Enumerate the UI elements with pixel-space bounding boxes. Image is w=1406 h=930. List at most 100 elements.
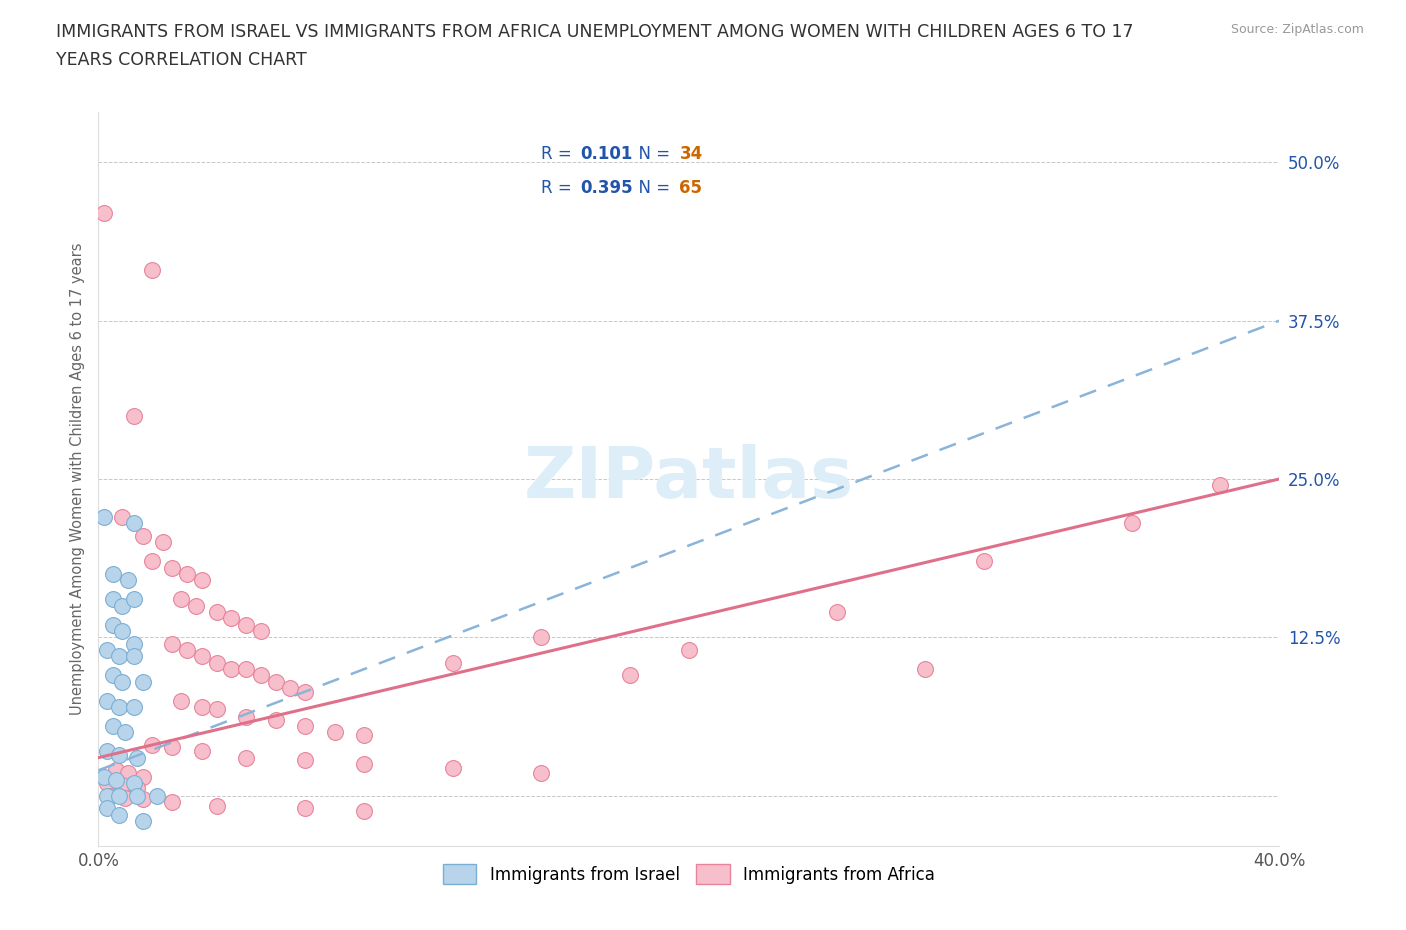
Point xyxy=(619,668,641,683)
Point xyxy=(825,604,848,619)
Point xyxy=(103,618,125,632)
Point xyxy=(93,769,115,784)
Point xyxy=(117,573,139,588)
Point xyxy=(114,724,136,739)
Point xyxy=(122,699,145,714)
Point xyxy=(205,656,228,671)
Y-axis label: Unemployment Among Women with Children Ages 6 to 17 years: Unemployment Among Women with Children A… xyxy=(69,243,84,715)
Point xyxy=(235,710,257,724)
Point xyxy=(191,744,214,759)
Point xyxy=(132,769,155,784)
Point xyxy=(162,740,183,755)
Text: YEARS CORRELATION CHART: YEARS CORRELATION CHART xyxy=(56,51,307,69)
Point xyxy=(111,510,134,525)
Point xyxy=(122,408,145,423)
Point xyxy=(162,560,183,575)
Point xyxy=(176,643,198,658)
Point xyxy=(111,674,134,689)
Text: 34: 34 xyxy=(679,145,703,163)
Point xyxy=(125,789,148,804)
Point xyxy=(191,649,214,664)
Point xyxy=(235,618,257,632)
Point xyxy=(250,668,273,683)
Point xyxy=(122,591,145,606)
Point xyxy=(294,801,316,816)
Point xyxy=(146,789,169,804)
Point xyxy=(205,604,228,619)
Point xyxy=(162,794,183,809)
Point xyxy=(125,780,148,795)
Text: N =: N = xyxy=(627,145,675,163)
Point xyxy=(441,761,464,776)
Point xyxy=(108,649,131,664)
Point xyxy=(103,566,125,581)
Point xyxy=(122,649,145,664)
Point xyxy=(108,699,131,714)
Point xyxy=(973,554,995,569)
Text: R =: R = xyxy=(541,145,578,163)
Point xyxy=(353,804,375,818)
Point xyxy=(250,623,273,638)
Text: R =: R = xyxy=(541,179,578,197)
Legend: Immigrants from Israel, Immigrants from Africa: Immigrants from Israel, Immigrants from … xyxy=(436,857,942,890)
Point xyxy=(152,535,174,550)
Point xyxy=(235,751,257,765)
Point xyxy=(141,737,163,752)
Text: ZIPatlas: ZIPatlas xyxy=(524,445,853,513)
Point xyxy=(132,792,155,807)
Point xyxy=(96,776,118,790)
Point xyxy=(111,598,134,613)
Point xyxy=(93,510,115,525)
Text: 0.395: 0.395 xyxy=(581,179,633,197)
Point xyxy=(93,206,115,220)
Point xyxy=(353,727,375,742)
Point xyxy=(108,789,131,804)
Point xyxy=(221,661,243,676)
Point xyxy=(96,789,118,804)
Point xyxy=(122,776,145,790)
Point xyxy=(103,668,125,683)
Point xyxy=(108,748,131,763)
Point xyxy=(294,684,316,699)
Point xyxy=(191,573,214,588)
Point xyxy=(323,724,346,739)
Point xyxy=(132,674,155,689)
Text: N =: N = xyxy=(627,179,675,197)
Text: 0.101: 0.101 xyxy=(581,145,633,163)
Point xyxy=(176,566,198,581)
Point xyxy=(114,790,136,805)
Point xyxy=(294,752,316,767)
Point xyxy=(294,719,316,734)
Point xyxy=(264,674,287,689)
Point xyxy=(678,643,700,658)
Point xyxy=(280,681,302,696)
Point xyxy=(141,262,163,277)
Point xyxy=(122,516,145,531)
Point xyxy=(235,661,257,676)
Point xyxy=(111,623,134,638)
Point xyxy=(132,814,155,829)
Point xyxy=(191,699,214,714)
Point xyxy=(96,801,118,816)
Point xyxy=(1121,516,1143,531)
Point xyxy=(105,763,128,777)
Point xyxy=(1209,478,1232,493)
Point xyxy=(96,693,118,708)
Point xyxy=(125,751,148,765)
Point xyxy=(105,773,128,788)
Point xyxy=(141,554,163,569)
Point xyxy=(122,636,145,651)
Point xyxy=(103,719,125,734)
Point xyxy=(184,598,207,613)
Point xyxy=(170,693,193,708)
Point xyxy=(96,744,118,759)
Point xyxy=(530,765,553,780)
Point xyxy=(111,778,134,793)
Point xyxy=(353,756,375,771)
Point xyxy=(117,765,139,780)
Text: 65: 65 xyxy=(679,179,703,197)
Point xyxy=(103,591,125,606)
Point xyxy=(162,636,183,651)
Point xyxy=(205,702,228,717)
Point xyxy=(108,807,131,822)
